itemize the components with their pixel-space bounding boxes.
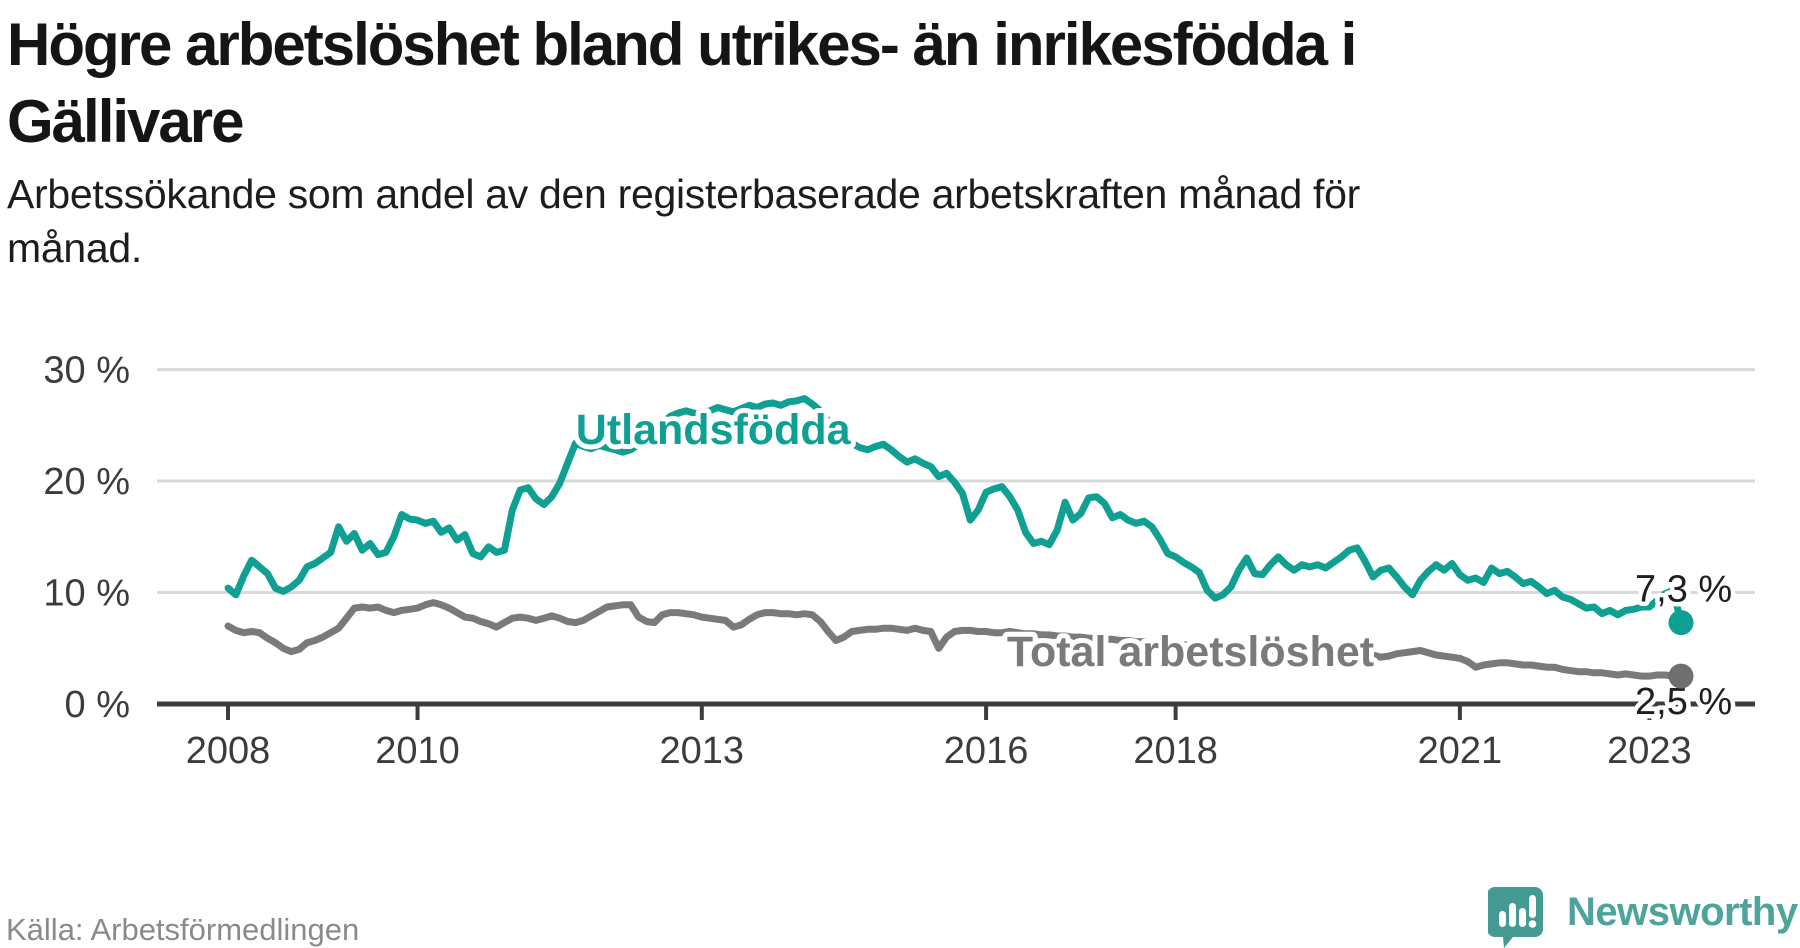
utlandsfodda-end-dot — [1668, 610, 1694, 636]
x-axis-tick-label: 2021 — [1418, 730, 1503, 772]
logo-bar-2 — [1509, 903, 1516, 927]
total-line — [224, 599, 1685, 680]
x-axis-tick-label: 2008 — [186, 730, 271, 772]
end-dots — [1668, 610, 1694, 689]
subtitle-line-2: månad. — [7, 225, 142, 271]
utlandsfodda-line — [224, 395, 1685, 627]
newsworthy-bubble-barchart-icon — [1488, 887, 1543, 948]
x-axis-tick-label: 2023 — [1607, 730, 1692, 772]
y-axis-tick-label: 0 % — [65, 684, 130, 726]
source-text: Källa: Arbetsförmedlingen — [6, 912, 360, 947]
subtitle-line-1: Arbetssökande som andel av den registerb… — [7, 171, 1361, 217]
page-title: Högre arbetslöshet bland utrikes- än inr… — [7, 6, 1777, 160]
chart-subtitle: Arbetssökande som andel av den registerb… — [7, 167, 1707, 275]
y-axis-labels: 30 % 20 % 10 % 0 % — [43, 350, 130, 726]
series-labels: Utlandsfödda Total arbetslöshet — [571, 401, 1379, 681]
newsworthy-logo: Newsworthy — [1488, 884, 1800, 948]
title-line-2: Gällivare — [7, 88, 245, 155]
logo-exclamation-dot — [1528, 920, 1537, 928]
utlandsfodda-value-label: 7,3 % — [1635, 569, 1732, 611]
title-line-1: Högre arbetslöshet bland utrikes- än inr… — [7, 11, 1357, 78]
x-axis-tick-label: 2016 — [944, 730, 1029, 772]
y-axis-tick-label: 30 % — [43, 350, 130, 392]
y-axis-tick-label: 10 % — [43, 573, 130, 615]
x-axis-tick-label: 2018 — [1133, 730, 1218, 772]
end-value-labels: 7,3 %2,5 % — [1631, 564, 1737, 728]
logo-exclamation-bar — [1529, 895, 1536, 918]
total-end-dot — [1668, 663, 1694, 689]
total-series-label: Total arbetslöshet — [1007, 628, 1374, 676]
x-axis-tick-label: 2010 — [375, 730, 460, 772]
x-axis-tick-label: 2013 — [660, 730, 745, 772]
y-axis-tick-label: 20 % — [43, 461, 130, 503]
x-axis — [157, 701, 1755, 720]
utlandsfodda-series-label: Utlandsfödda — [576, 406, 852, 454]
logo-bar-3 — [1519, 908, 1526, 927]
logo-bar-1 — [1499, 911, 1506, 927]
brand-name: Newsworthy — [1567, 889, 1798, 934]
x-axis-labels: 2008 2010 2013 2016 2018 2021 2023 — [186, 730, 1692, 772]
series-lines — [224, 395, 1685, 680]
